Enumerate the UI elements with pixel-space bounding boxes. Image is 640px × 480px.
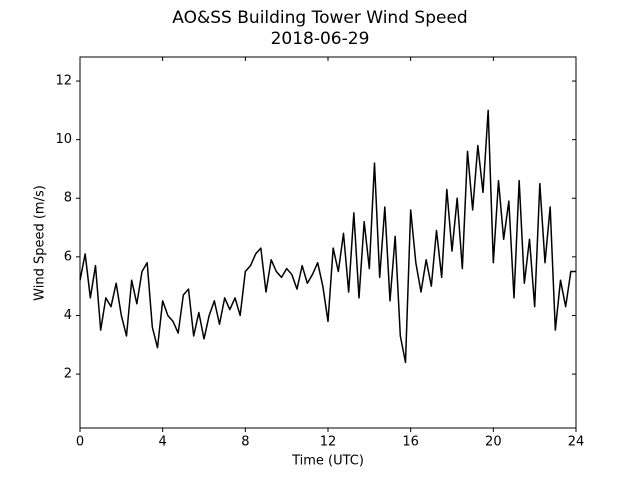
x-tick-label: 16 bbox=[402, 435, 419, 450]
y-tick-label: 12 bbox=[55, 74, 72, 89]
x-tick-label: 8 bbox=[241, 435, 249, 450]
y-tick-label: 2 bbox=[64, 367, 72, 382]
x-tick-label: 20 bbox=[485, 435, 502, 450]
data-line bbox=[79, 109, 576, 364]
y-tick-label: 10 bbox=[55, 132, 72, 147]
y-tick-label: 6 bbox=[64, 249, 72, 264]
y-tick-label: 8 bbox=[64, 191, 72, 206]
chart-title: AO&SS Building Tower Wind Speed bbox=[172, 8, 467, 28]
x-axis-label: Time (UTC) bbox=[291, 454, 364, 469]
x-tick-label: 4 bbox=[159, 435, 167, 450]
plot-frame bbox=[79, 56, 577, 429]
x-tick-label: 24 bbox=[568, 435, 585, 450]
y-axis-label: Wind Speed (m/s) bbox=[33, 185, 48, 301]
chart-subtitle: 2018-06-29 bbox=[271, 29, 370, 49]
x-tick-label: 0 bbox=[76, 435, 84, 450]
x-tick-label: 12 bbox=[320, 435, 337, 450]
y-tick-label: 4 bbox=[64, 308, 72, 323]
